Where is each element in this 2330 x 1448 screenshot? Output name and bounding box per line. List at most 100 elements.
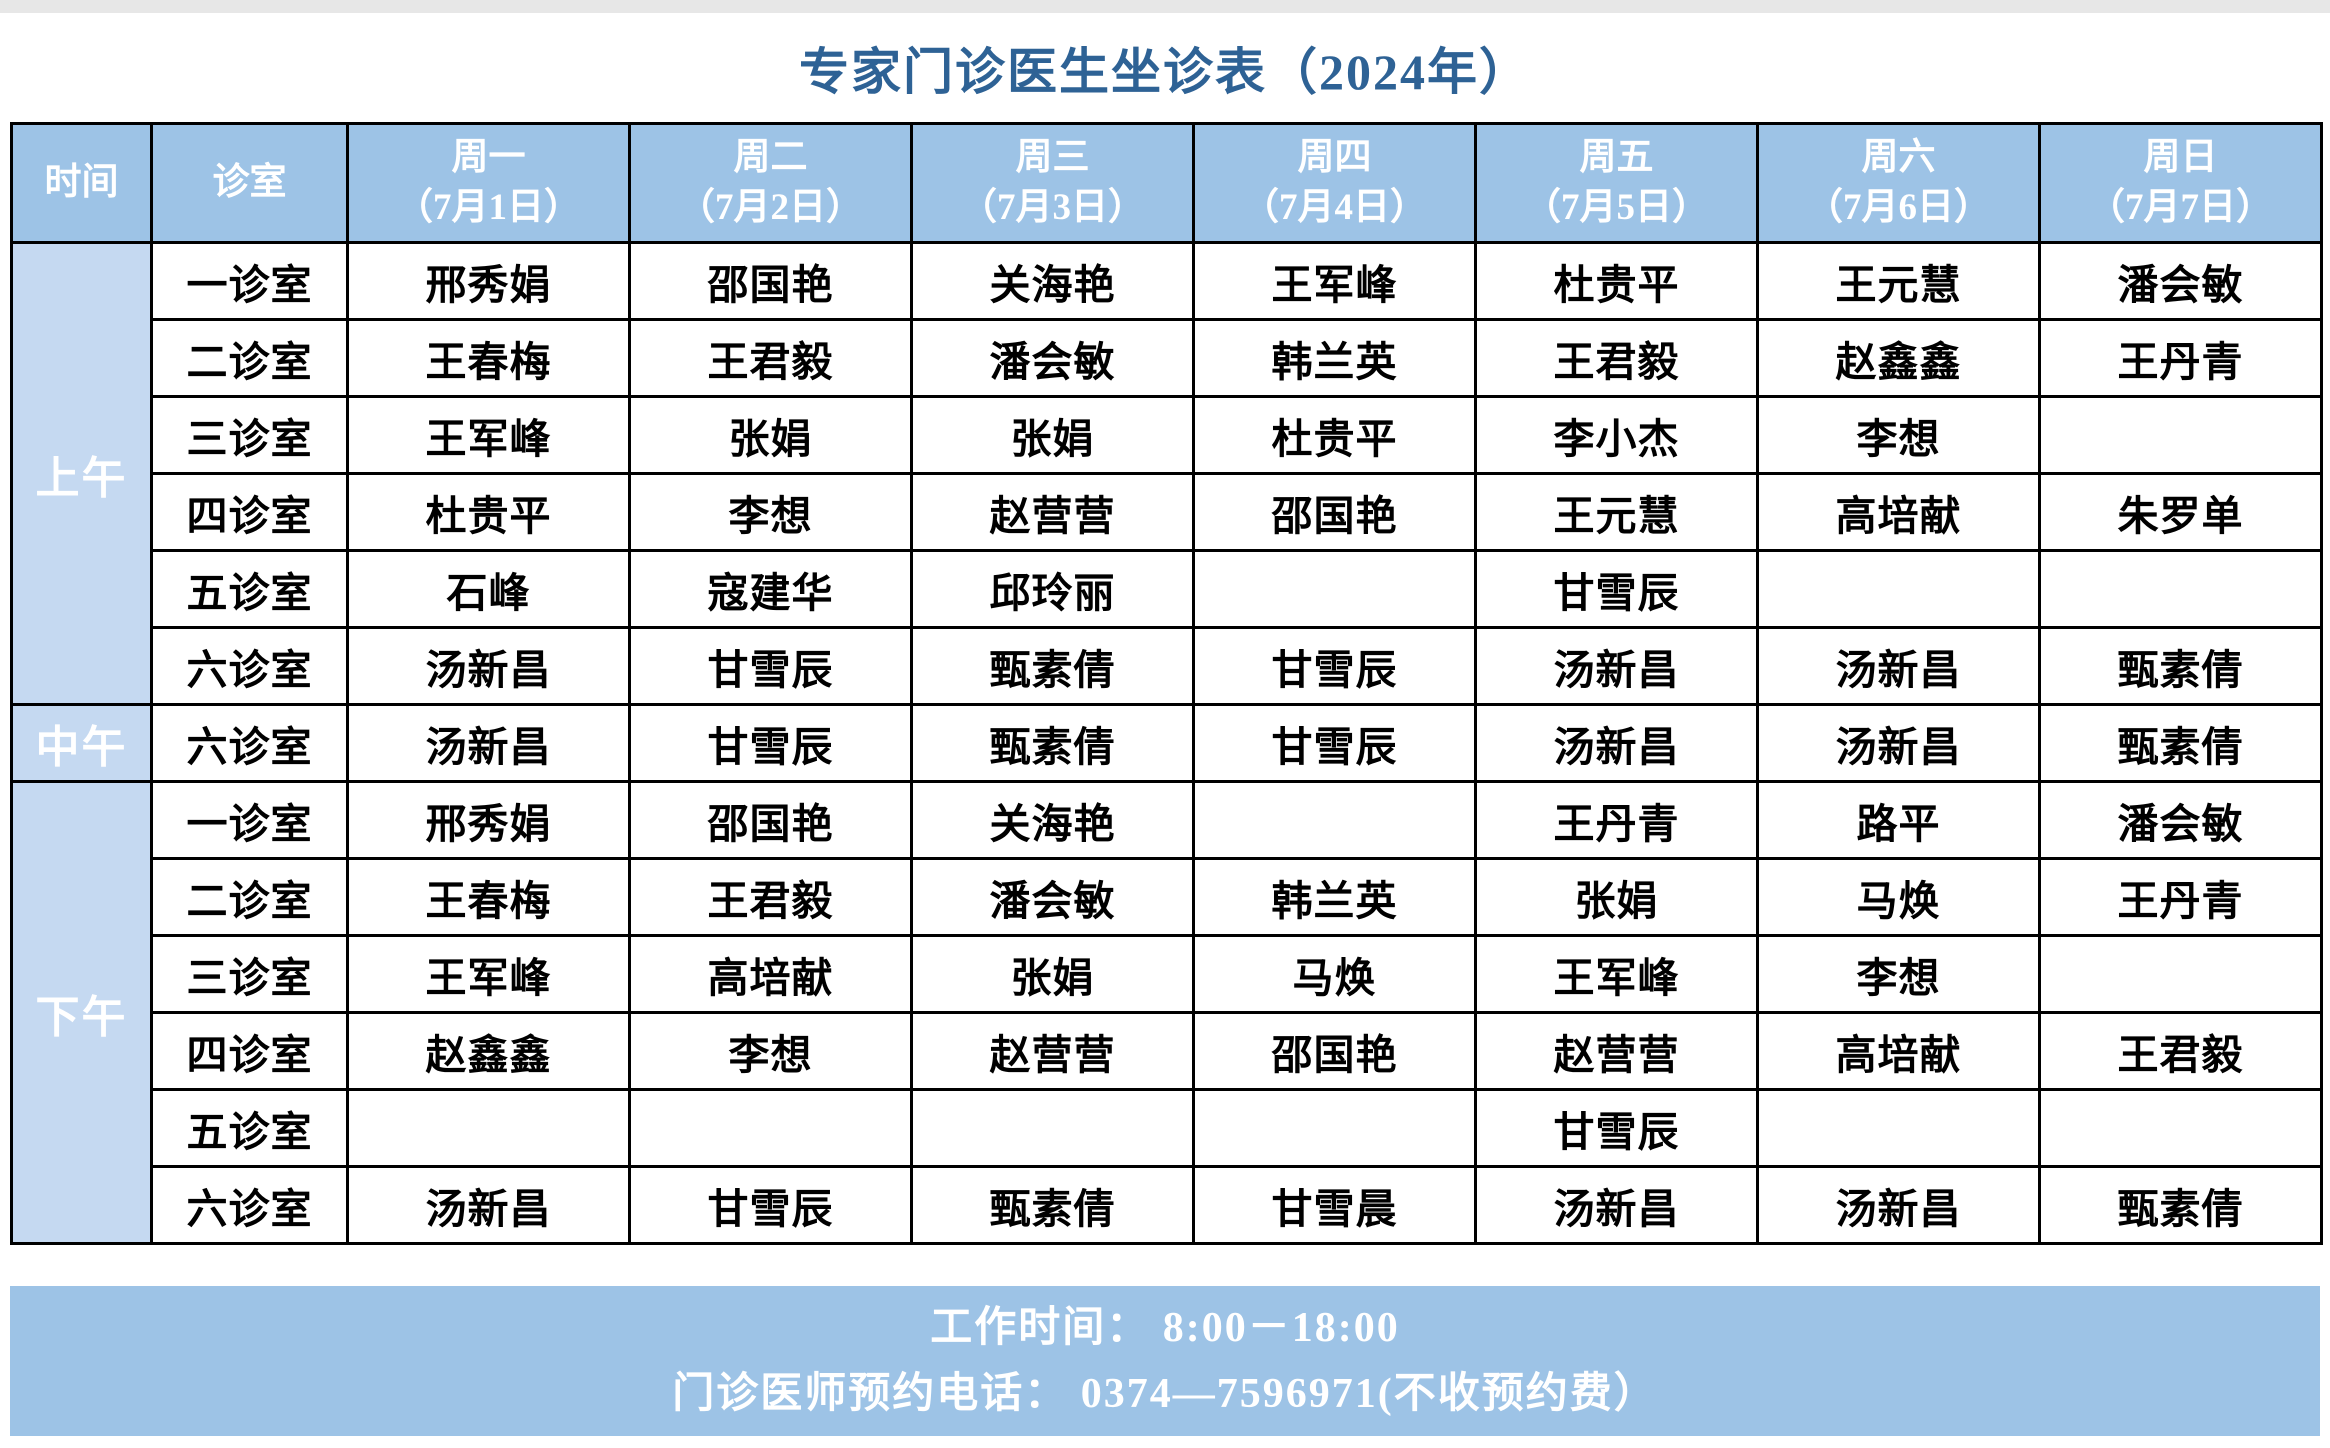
doctor-cell: 甘雪辰 [1474, 549, 1759, 629]
header-day-wed: 周三 （7月3日） [910, 122, 1195, 244]
room-cell: 三诊室 [150, 395, 349, 475]
header-day-fri: 周五 （7月5日） [1474, 122, 1759, 244]
period-cell: 上午 [10, 241, 153, 706]
doctor-cell: 高培献 [1756, 472, 2041, 552]
room-cell: 五诊室 [150, 1088, 349, 1168]
room-cell: 四诊室 [150, 1011, 349, 1091]
room-cell: 六诊室 [150, 1165, 349, 1245]
room-cell: 六诊室 [150, 626, 349, 706]
doctor-cell: 潘会敏 [2038, 241, 2323, 321]
doctor-cell: 张娟 [628, 395, 913, 475]
date-label: （7月4日） [1242, 187, 1427, 228]
room-cell: 六诊室 [150, 703, 349, 783]
doctor-cell: 李想 [1756, 934, 2041, 1014]
doctor-cell: 甄素倩 [910, 626, 1195, 706]
doctor-cell: 关海艳 [910, 780, 1195, 860]
doctor-cell: 邢秀娟 [346, 241, 631, 321]
doctor-cell: 赵营营 [1474, 1011, 1759, 1091]
doctor-cell: 王君毅 [628, 857, 913, 937]
doctor-cell: 潘会敏 [2038, 780, 2323, 860]
doctor-cell: 甘雪辰 [1192, 703, 1477, 783]
working-hours-text: 工作时间： 8:00－18:00 [930, 1304, 1400, 1351]
doctor-cell: 杜贵平 [1474, 241, 1759, 321]
doctor-cell: 杜贵平 [346, 472, 631, 552]
doctor-cell: 朱罗单 [2038, 472, 2323, 552]
table-row: 中午 六诊室 汤新昌 甘雪辰 甄素倩 甘雪辰 汤新昌 汤新昌 甄素倩 [10, 703, 2323, 783]
weekday-label: 周五 [1579, 137, 1654, 179]
weekday-label: 周四 [1297, 137, 1372, 179]
table-row: 六诊室 汤新昌 甘雪辰 甄素倩 甘雪辰 汤新昌 汤新昌 甄素倩 [12, 626, 2323, 706]
page-title: 专家门诊医生坐诊表（2024年） [799, 43, 1531, 100]
doctor-cell: 韩兰英 [1192, 318, 1477, 398]
schedule-table: 时间 诊室 周一 （7月1日） 周二 （7月2日） 周三 （7月3日） 周四 （… [10, 122, 2323, 1245]
doctor-cell: 李想 [628, 1011, 913, 1091]
doctor-cell: 甘雪辰 [628, 1165, 913, 1245]
doctor-cell: 高培献 [628, 934, 913, 1014]
doctor-cell: 汤新昌 [1756, 703, 2041, 783]
doctor-cell [1192, 780, 1477, 860]
doctor-cell: 李小杰 [1474, 395, 1759, 475]
doctor-cell: 甘雪晨 [1192, 1165, 1477, 1245]
table-row: 四诊室 赵鑫鑫 李想 赵营营 邵国艳 赵营营 高培献 王君毅 [12, 1011, 2323, 1091]
doctor-cell: 马焕 [1756, 857, 2041, 937]
period-cell: 中午 [10, 703, 153, 783]
doctor-cell: 马焕 [1192, 934, 1477, 1014]
header-day-tue: 周二 （7月2日） [628, 122, 913, 244]
weekday-label: 周日 [2143, 137, 2218, 179]
doctor-cell: 汤新昌 [1474, 1165, 1759, 1245]
header-day-sun: 周日 （7月7日） [2038, 122, 2323, 244]
doctor-cell: 王君毅 [2038, 1011, 2323, 1091]
doctor-cell: 王元慧 [1474, 472, 1759, 552]
date-label: （7月1日） [396, 187, 581, 228]
room-cell: 二诊室 [150, 857, 349, 937]
footer-bar: 工作时间： 8:00－18:00 门诊医师预约电话： 0374—7596971(… [10, 1286, 2320, 1436]
header-day-mon: 周一 （7月1日） [346, 122, 631, 244]
doctor-cell: 王军峰 [346, 934, 631, 1014]
date-label: （7月7日） [2088, 187, 2273, 228]
date-label: （7月5日） [1524, 187, 1709, 228]
doctor-cell: 汤新昌 [1474, 626, 1759, 706]
table-row: 下午 一诊室 邢秀娟 邵国艳 关海艳 王丹青 路平 潘会敏 [10, 780, 2323, 1245]
doctor-cell: 甄素倩 [910, 703, 1195, 783]
doctor-cell [2038, 1088, 2323, 1168]
doctor-cell: 汤新昌 [346, 626, 631, 706]
doctor-cell: 王军峰 [1474, 934, 1759, 1014]
booking-phone-text: 门诊医师预约电话： 0374—7596971(不收预约费） [672, 1371, 1658, 1417]
table-row: 四诊室 杜贵平 李想 赵营营 邵国艳 王元慧 高培献 朱罗单 [12, 472, 2323, 552]
doctor-cell: 汤新昌 [346, 703, 631, 783]
weekday-label: 周二 [733, 137, 808, 179]
header-day-sat: 周六 （7月6日） [1756, 122, 2041, 244]
doctor-cell: 潘会敏 [910, 318, 1195, 398]
doctor-cell: 潘会敏 [910, 857, 1195, 937]
room-cell: 二诊室 [150, 318, 349, 398]
room-cell: 四诊室 [150, 472, 349, 552]
doctor-cell: 汤新昌 [1474, 703, 1759, 783]
doctor-cell [628, 1088, 913, 1168]
doctor-cell: 路平 [1756, 780, 2041, 860]
doctor-cell: 赵营营 [910, 472, 1195, 552]
doctor-cell: 甄素倩 [2038, 703, 2323, 783]
doctor-cell: 王丹青 [1474, 780, 1759, 860]
table-row: 二诊室 王春梅 王君毅 潘会敏 韩兰英 张娟 马焕 王丹青 [12, 857, 2323, 937]
doctor-cell: 甘雪辰 [628, 626, 913, 706]
weekday-label: 周一 [451, 137, 526, 179]
period-cell: 下午 [10, 780, 153, 1245]
doctor-cell: 邢秀娟 [346, 780, 631, 860]
doctor-cell: 邵国艳 [1192, 1011, 1477, 1091]
header-room: 诊室 [150, 122, 349, 244]
doctor-cell [2038, 549, 2323, 629]
table-row: 五诊室 石峰 寇建华 邱玲丽 甘雪辰 [12, 549, 2323, 629]
doctor-cell: 李想 [628, 472, 913, 552]
doctor-cell: 邵国艳 [1192, 472, 1477, 552]
room-cell: 五诊室 [150, 549, 349, 629]
doctor-cell: 王春梅 [346, 318, 631, 398]
doctor-cell [1192, 1088, 1477, 1168]
date-label: （7月2日） [678, 187, 863, 228]
doctor-cell: 张娟 [910, 934, 1195, 1014]
header-row: 时间 诊室 周一 （7月1日） 周二 （7月2日） 周三 （7月3日） 周四 （… [10, 122, 2323, 244]
header-day-thu: 周四 （7月4日） [1192, 122, 1477, 244]
doctor-cell: 关海艳 [910, 241, 1195, 321]
doctor-cell: 汤新昌 [346, 1165, 631, 1245]
doctor-cell: 甘雪辰 [628, 703, 913, 783]
doctor-cell: 甄素倩 [2038, 626, 2323, 706]
